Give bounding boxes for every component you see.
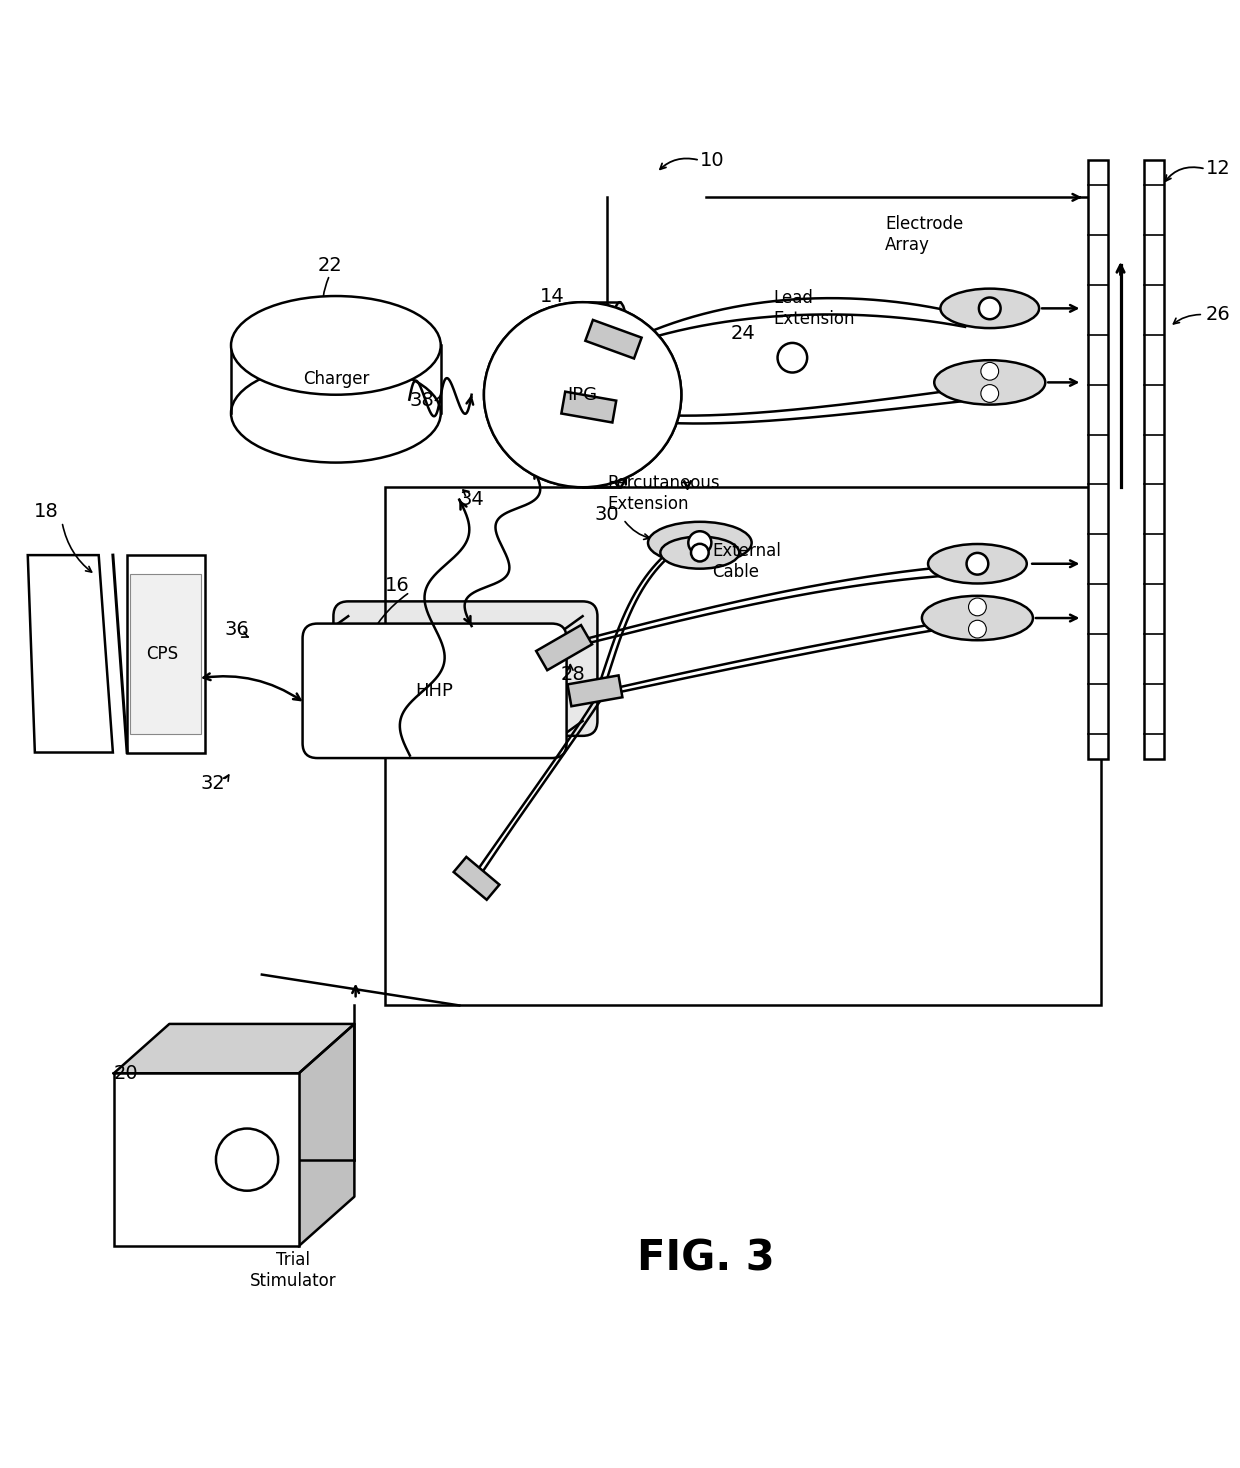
Polygon shape	[536, 625, 593, 671]
Polygon shape	[562, 392, 616, 423]
Polygon shape	[27, 555, 113, 753]
Ellipse shape	[484, 302, 681, 487]
Text: Charger: Charger	[303, 370, 370, 389]
Text: 20: 20	[114, 1064, 139, 1083]
Text: 38: 38	[410, 392, 434, 411]
Ellipse shape	[484, 302, 681, 487]
Text: Trial
Stimulator: Trial Stimulator	[249, 1251, 336, 1290]
Text: 36: 36	[224, 619, 249, 639]
Text: 14: 14	[539, 286, 564, 305]
Ellipse shape	[608, 302, 632, 487]
Polygon shape	[126, 555, 205, 753]
Text: 24: 24	[730, 323, 755, 342]
Text: FIG. 3: FIG. 3	[637, 1238, 775, 1279]
Ellipse shape	[661, 537, 739, 568]
Text: 30: 30	[595, 505, 620, 524]
Circle shape	[777, 344, 807, 373]
Bar	[114, 1073, 299, 1246]
Ellipse shape	[928, 545, 1027, 583]
Circle shape	[981, 385, 998, 402]
Circle shape	[978, 298, 1001, 319]
Circle shape	[216, 1129, 278, 1191]
Bar	[130, 574, 201, 734]
Text: Electrode
Array: Electrode Array	[885, 214, 963, 254]
Text: 12: 12	[1205, 160, 1230, 179]
Circle shape	[688, 531, 712, 555]
Text: Lead
Extension: Lead Extension	[774, 289, 856, 327]
Text: HHP: HHP	[415, 681, 454, 700]
Ellipse shape	[231, 364, 440, 462]
Ellipse shape	[934, 360, 1045, 405]
Circle shape	[966, 553, 988, 574]
Bar	[386, 487, 1101, 1006]
FancyBboxPatch shape	[334, 602, 598, 735]
Text: 34: 34	[459, 490, 484, 509]
Text: 22: 22	[317, 255, 342, 275]
Ellipse shape	[940, 289, 1039, 329]
Polygon shape	[585, 320, 641, 358]
Bar	[1089, 160, 1109, 759]
Polygon shape	[114, 1023, 355, 1073]
Ellipse shape	[231, 297, 440, 395]
Bar	[1145, 160, 1163, 759]
Text: IPG: IPG	[568, 386, 598, 404]
FancyBboxPatch shape	[303, 624, 567, 757]
Text: Percutaneous
Extension: Percutaneous Extension	[608, 474, 720, 512]
Circle shape	[968, 597, 986, 615]
Text: 16: 16	[386, 577, 410, 596]
Circle shape	[691, 543, 708, 561]
Polygon shape	[454, 857, 500, 900]
Polygon shape	[299, 1023, 355, 1246]
Polygon shape	[568, 675, 622, 706]
Text: 18: 18	[33, 502, 58, 521]
Circle shape	[981, 363, 998, 380]
Ellipse shape	[649, 521, 751, 564]
Text: External
Cable: External Cable	[712, 542, 781, 581]
Text: 28: 28	[560, 665, 585, 684]
Text: CPS: CPS	[146, 644, 179, 664]
Text: 32: 32	[200, 774, 224, 793]
Text: 26: 26	[1205, 305, 1230, 324]
Circle shape	[968, 621, 986, 639]
Text: 10: 10	[699, 151, 724, 170]
Ellipse shape	[921, 596, 1033, 640]
